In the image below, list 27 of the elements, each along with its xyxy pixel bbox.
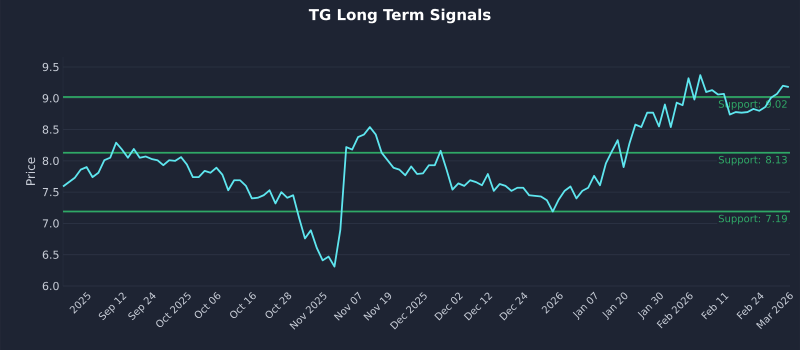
x-tick-label: Jan 30	[638, 292, 663, 320]
x-tick-label: Dec 02	[434, 292, 463, 320]
x-tick-label: Nov 07	[334, 292, 361, 321]
x-tick-label: Jan 07	[572, 292, 597, 320]
x-tick-label: Sep 24	[128, 292, 156, 320]
x-tick-label: Oct 28	[266, 292, 292, 318]
x-tick-label: Dec 24	[499, 292, 528, 320]
x-tick-label: Feb 11	[701, 292, 729, 320]
y-tick-label: 9.0	[42, 94, 59, 102]
x-tick-label: Oct 16	[230, 292, 256, 318]
ref-line-label: Support: 7.19	[718, 214, 787, 224]
y-tick-label: 7.0	[42, 219, 59, 228]
chart-title: TG Long Term Signals	[308, 8, 491, 24]
y-axis-title: Price	[26, 157, 36, 185]
x-tick-label: Oct 06	[194, 292, 220, 318]
x-tick-label: Nov 19	[363, 292, 392, 321]
x-tick-label: Jan 20	[602, 292, 628, 320]
y-tick-label: 8.5	[42, 125, 59, 134]
y-tick-label: 6.5	[42, 250, 59, 259]
y-tick-label: 9.5	[42, 62, 59, 72]
x-tick-label: Dec 12	[464, 292, 492, 320]
y-tick-label: 6.0	[42, 282, 59, 290]
x-tick-label: Sep 12	[98, 292, 127, 320]
y-tick-label: 8.0	[42, 156, 59, 166]
ref-line-label: Support: 8.13	[718, 156, 787, 166]
y-tick-label: 7.5	[42, 188, 59, 196]
x-tick-label: Feb 24	[736, 292, 764, 320]
